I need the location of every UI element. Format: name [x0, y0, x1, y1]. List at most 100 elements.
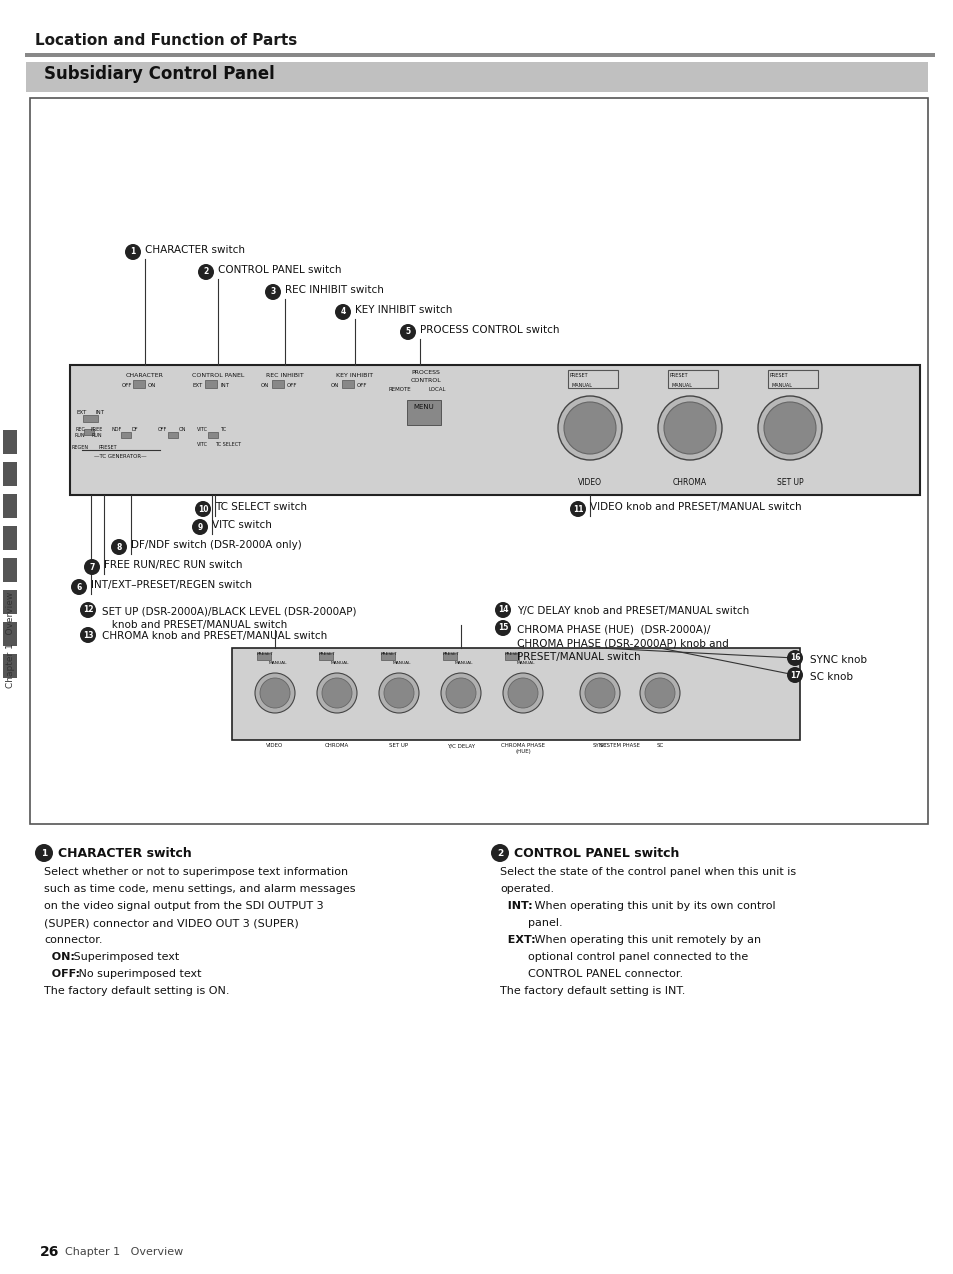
- Circle shape: [579, 673, 619, 713]
- Text: VIDEO: VIDEO: [266, 743, 283, 748]
- Text: Location and Function of Parts: Location and Function of Parts: [35, 33, 297, 48]
- Text: Y/C DELAY knob and PRESET/MANUAL switch: Y/C DELAY knob and PRESET/MANUAL switch: [517, 606, 748, 617]
- Text: MANUAL: MANUAL: [517, 661, 535, 665]
- Circle shape: [569, 501, 585, 517]
- Text: 1: 1: [41, 848, 47, 857]
- Text: Chapter 1   Overview: Chapter 1 Overview: [65, 1247, 183, 1257]
- Bar: [30, 98, 927, 824]
- Text: CONTROL PANEL connector.: CONTROL PANEL connector.: [499, 970, 682, 978]
- Circle shape: [194, 501, 211, 517]
- Text: —TC GENERATOR—: —TC GENERATOR—: [93, 454, 146, 459]
- Text: 5: 5: [405, 327, 410, 336]
- Text: 2: 2: [497, 848, 502, 857]
- Text: MANUAL: MANUAL: [671, 383, 692, 389]
- Text: OFF: OFF: [287, 383, 297, 389]
- Text: PRESET: PRESET: [769, 373, 788, 378]
- Bar: [3, 558, 17, 582]
- Text: optional control panel connected to the: optional control panel connected to the: [499, 952, 747, 962]
- Text: CHARACTER switch: CHARACTER switch: [145, 245, 245, 255]
- Circle shape: [35, 843, 53, 862]
- Circle shape: [786, 668, 802, 683]
- Circle shape: [639, 673, 679, 713]
- Text: CHROMA: CHROMA: [672, 478, 706, 487]
- Text: CONTROL PANEL switch: CONTROL PANEL switch: [514, 847, 679, 860]
- Circle shape: [563, 403, 616, 454]
- Bar: [407, 400, 440, 426]
- Circle shape: [322, 678, 352, 708]
- Text: 9: 9: [197, 522, 202, 531]
- Text: PRESET: PRESET: [504, 652, 521, 656]
- Text: TC SELECT: TC SELECT: [214, 442, 241, 447]
- Circle shape: [125, 245, 141, 260]
- Bar: [256, 654, 271, 660]
- Text: NDF: NDF: [112, 427, 122, 432]
- Text: PRESET: PRESET: [98, 445, 117, 450]
- Text: 14: 14: [497, 605, 508, 614]
- Circle shape: [658, 396, 721, 460]
- Text: ON: ON: [179, 427, 187, 432]
- Circle shape: [260, 678, 290, 708]
- Bar: [168, 432, 178, 438]
- Text: KEY INHIBIT switch: KEY INHIBIT switch: [355, 304, 452, 315]
- Circle shape: [558, 396, 621, 460]
- Text: ON: ON: [331, 383, 339, 389]
- Text: Select the state of the control panel when this unit is: Select the state of the control panel wh…: [499, 868, 796, 877]
- Text: VITC: VITC: [196, 427, 208, 432]
- Text: SC: SC: [656, 743, 663, 748]
- Text: EXT: EXT: [193, 383, 203, 389]
- Text: CONTROL PANEL switch: CONTROL PANEL switch: [218, 265, 341, 275]
- Text: MANUAL: MANUAL: [771, 383, 792, 389]
- Circle shape: [644, 678, 675, 708]
- Text: ON: ON: [148, 383, 156, 389]
- Text: REC INHIBIT: REC INHIBIT: [266, 373, 304, 378]
- Text: SYSTEM PHASE: SYSTEM PHASE: [599, 743, 639, 748]
- Text: PROCESS CONTROL switch: PROCESS CONTROL switch: [419, 325, 558, 335]
- Circle shape: [584, 678, 615, 708]
- Bar: [442, 654, 456, 660]
- Circle shape: [495, 603, 511, 618]
- Text: SET UP: SET UP: [776, 478, 802, 487]
- Text: PRESET: PRESET: [380, 652, 397, 656]
- Circle shape: [384, 678, 414, 708]
- Bar: [318, 654, 333, 660]
- Text: PRESET/MANUAL switch: PRESET/MANUAL switch: [517, 652, 640, 662]
- Text: 8: 8: [116, 543, 122, 552]
- Circle shape: [663, 403, 716, 454]
- Text: 6: 6: [76, 582, 82, 591]
- Text: VIDEO knob and PRESET/MANUAL switch: VIDEO knob and PRESET/MANUAL switch: [589, 502, 801, 512]
- Circle shape: [786, 650, 802, 666]
- Bar: [667, 369, 718, 389]
- Bar: [205, 380, 216, 389]
- Text: on the video signal output from the SDI OUTPUT 3: on the video signal output from the SDI …: [44, 901, 323, 911]
- Text: FREE RUN/REC RUN switch: FREE RUN/REC RUN switch: [104, 561, 242, 569]
- Text: such as time code, menu settings, and alarm messages: such as time code, menu settings, and al…: [44, 884, 355, 894]
- Circle shape: [440, 673, 480, 713]
- Text: knob and PRESET/MANUAL switch: knob and PRESET/MANUAL switch: [102, 620, 287, 631]
- Text: EXT:: EXT:: [499, 935, 535, 945]
- Bar: [3, 462, 17, 485]
- Text: CONTROL: CONTROL: [410, 378, 441, 383]
- Text: The factory default setting is ON.: The factory default setting is ON.: [44, 986, 230, 996]
- Text: VITC switch: VITC switch: [212, 520, 272, 530]
- Text: OFF: OFF: [122, 383, 132, 389]
- Bar: [380, 654, 395, 660]
- Circle shape: [316, 673, 356, 713]
- Text: RUN: RUN: [91, 433, 102, 438]
- Text: 7: 7: [90, 563, 94, 572]
- Text: RUN: RUN: [74, 433, 85, 438]
- Bar: [272, 380, 284, 389]
- Text: CHARACTER: CHARACTER: [126, 373, 164, 378]
- Text: KEY INHIBIT: KEY INHIBIT: [336, 373, 374, 378]
- Text: LOCAL: LOCAL: [428, 387, 445, 392]
- Text: OFF: OFF: [157, 427, 167, 432]
- Text: FREE: FREE: [91, 427, 103, 432]
- Text: CONTROL PANEL: CONTROL PANEL: [192, 373, 244, 378]
- Bar: [132, 380, 145, 389]
- Text: INT/EXT–PRESET/REGEN switch: INT/EXT–PRESET/REGEN switch: [91, 580, 252, 590]
- Text: 3: 3: [270, 288, 275, 297]
- Text: OFF: OFF: [356, 383, 367, 389]
- Text: SC knob: SC knob: [809, 671, 852, 682]
- Circle shape: [507, 678, 537, 708]
- Text: SYNC knob: SYNC knob: [809, 655, 866, 665]
- Circle shape: [111, 539, 127, 555]
